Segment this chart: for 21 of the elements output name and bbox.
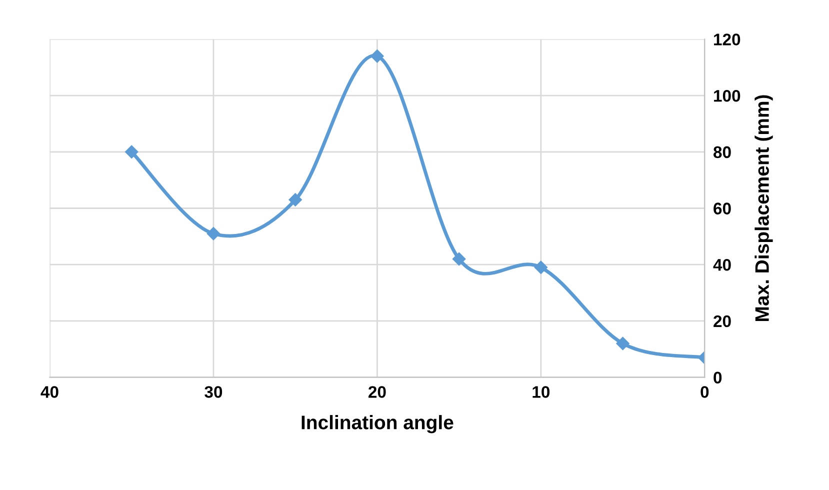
point bbox=[452, 252, 466, 266]
point bbox=[370, 50, 384, 63]
point bbox=[125, 145, 138, 158]
y-tick-label: 120 bbox=[714, 34, 740, 46]
x-tick-label: 20 bbox=[368, 386, 386, 398]
point bbox=[288, 193, 302, 206]
y-tick-label: 60 bbox=[714, 202, 731, 214]
y-tick-label: 0 bbox=[714, 372, 722, 384]
y-tick-label: 40 bbox=[713, 259, 731, 271]
x-tick-label: 0 bbox=[700, 386, 709, 398]
y-tick-label: 100 bbox=[714, 90, 740, 102]
x-tick-label: 10 bbox=[532, 386, 550, 398]
x-axis-title: Inclination angle bbox=[302, 415, 454, 434]
x-tick-label: 40 bbox=[40, 386, 58, 398]
y-tick-label: 20 bbox=[714, 315, 731, 328]
point bbox=[616, 336, 630, 350]
x-tick-label: 30 bbox=[204, 386, 222, 398]
y-tick-label: 80 bbox=[714, 146, 731, 158]
point bbox=[206, 227, 220, 240]
y-axis-title: Max. Displacement (mm) bbox=[754, 95, 773, 321]
point bbox=[534, 260, 548, 274]
